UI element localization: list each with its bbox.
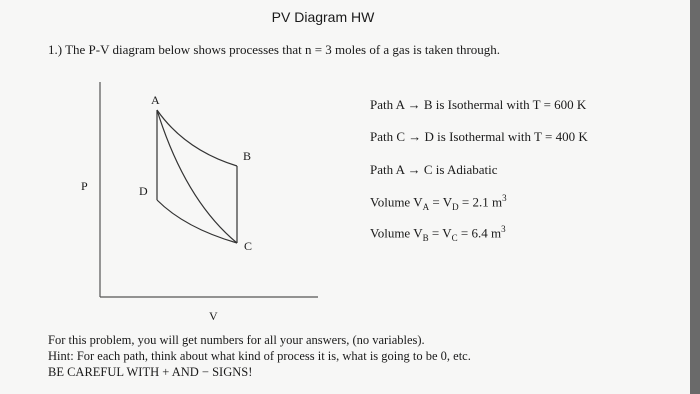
subscript: B xyxy=(422,232,429,243)
subscript: A xyxy=(422,201,430,212)
point-label: C xyxy=(244,239,252,253)
text: = V xyxy=(429,194,453,210)
adiabat-ac xyxy=(156,109,238,244)
condition: Path C → D is Isothermal with T = 400 K xyxy=(370,129,588,144)
subscript: D xyxy=(452,201,459,212)
window-edge xyxy=(690,0,700,394)
point-label: B xyxy=(243,149,251,163)
text: Volume V xyxy=(370,225,423,241)
text: = 6.4 m xyxy=(457,225,502,241)
superscript: 3 xyxy=(501,224,506,234)
note: Hint: For each path, think about what ki… xyxy=(48,349,471,363)
text: Volume V xyxy=(370,194,423,210)
point-label: A xyxy=(151,93,160,107)
condition: Volume VA = VD = 2.1 m3 xyxy=(370,193,507,212)
note: For this problem, you will get numbers f… xyxy=(48,333,425,347)
isotherm-ab xyxy=(156,109,238,167)
point-label: D xyxy=(139,184,148,198)
subscript: C xyxy=(451,232,458,243)
condition: Volume VB = VC = 6.4 m3 xyxy=(370,224,506,243)
text: = 2.1 m xyxy=(458,194,503,210)
title: PV Diagram HW xyxy=(271,9,375,25)
question: 1.) The P-V diagram below shows processe… xyxy=(48,42,501,57)
axis-label: V xyxy=(209,309,218,323)
text: = V xyxy=(428,225,452,241)
note: BE CAREFUL WITH + AND − SIGNS! xyxy=(48,365,253,379)
isotherm-cd xyxy=(156,199,238,244)
axis-label: P xyxy=(81,179,88,193)
superscript: 3 xyxy=(502,193,507,203)
condition: Path A → B is Isothermal with T = 600 K xyxy=(370,97,587,112)
condition: Path A → C is Adiabatic xyxy=(370,162,498,177)
